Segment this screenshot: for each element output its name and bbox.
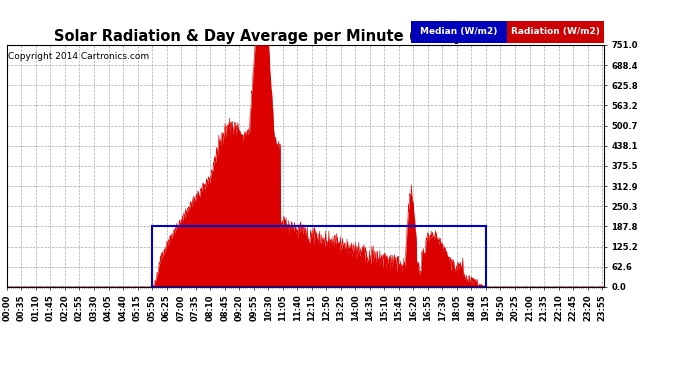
Title: Solar Radiation & Day Average per Minute (Today) 20140421: Solar Radiation & Day Average per Minute… bbox=[55, 29, 556, 44]
Text: Copyright 2014 Cartronics.com: Copyright 2014 Cartronics.com bbox=[8, 52, 149, 61]
Text: Median (W/m2): Median (W/m2) bbox=[420, 27, 497, 36]
Bar bbox=[152, 226, 486, 287]
Text: Radiation (W/m2): Radiation (W/m2) bbox=[511, 27, 600, 36]
